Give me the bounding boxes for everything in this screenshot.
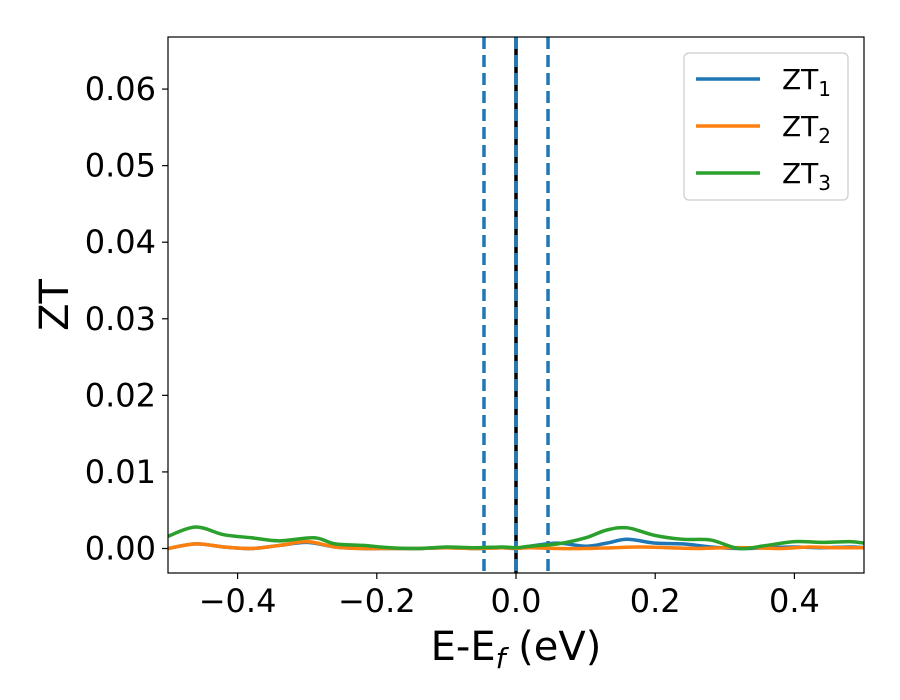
- x-axis-ticks: −0.4 −0.2 0.0 0.2 0.4: [199, 573, 820, 620]
- legend: ZT1 ZT2 ZT3: [683, 52, 849, 201]
- legend-label-zt1: ZT1: [782, 63, 831, 101]
- y-tick-label: 0.06: [85, 70, 156, 108]
- y-tick-label: 0.01: [85, 453, 156, 491]
- series-lines: [167, 525, 865, 551]
- legend-items: ZT1 ZT2 ZT3: [696, 63, 831, 195]
- y-tick-label: 0.04: [85, 223, 156, 261]
- x-axis-title-main: E-E: [431, 624, 496, 670]
- y-tick-label: 0.03: [85, 300, 156, 338]
- y-tick-label: 0.02: [85, 376, 156, 414]
- y-tick-label: 0.00: [85, 529, 156, 567]
- x-tick-label: 0.4: [769, 582, 820, 620]
- x-axis-title-unit: (eV): [505, 624, 601, 670]
- vertical-reference-lines: [482, 37, 550, 573]
- legend-box: [683, 52, 849, 201]
- y-axis-title: ZT: [32, 279, 78, 331]
- y-tick-label: 0.05: [85, 147, 156, 185]
- series-line-zt3: [167, 525, 865, 551]
- x-tick-label: −0.4: [199, 582, 277, 620]
- legend-label-zt3: ZT3: [782, 157, 831, 195]
- y-axis-ticks: 0.00 0.01 0.02 0.03 0.04 0.05 0.06: [85, 70, 168, 567]
- legend-label-zt2: ZT2: [782, 110, 831, 148]
- x-tick-label: −0.2: [338, 582, 416, 620]
- x-tick-label: 0.2: [630, 582, 681, 620]
- x-axis-title: E-Ef (eV): [431, 624, 602, 675]
- x-tick-label: 0.0: [491, 582, 542, 620]
